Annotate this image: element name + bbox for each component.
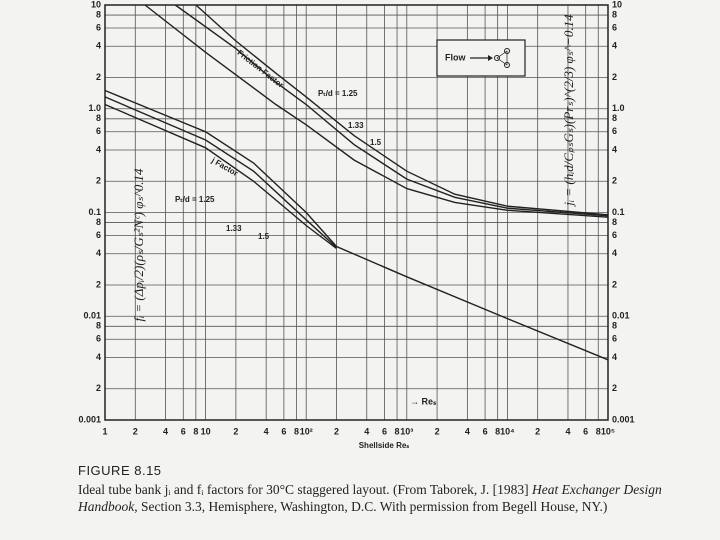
y-tick-label-right: 8 <box>612 321 617 331</box>
y-label-right: jᵢ = (hᵢd/CₚₛGₛ)(Prₛ)^(2/3) φₛ^−0.14 <box>561 14 576 208</box>
x-tick-label: 8 <box>495 426 500 436</box>
y-tick-label: 6 <box>96 230 101 240</box>
x-tick-label: 10 <box>201 426 211 436</box>
annotation: Friction Factor <box>235 48 285 90</box>
y-tick-label-right: 0.01 <box>612 311 630 321</box>
x-tick-label: 10⁵ <box>601 426 615 436</box>
x-tick-label: 2 <box>334 426 339 436</box>
x-tick-label: 6 <box>382 426 387 436</box>
y-tick-label: 0.1 <box>88 207 101 217</box>
curves <box>104 4 609 361</box>
x-tick-label: 8 <box>193 426 198 436</box>
curve <box>104 96 337 249</box>
y-tick-label-right: 2 <box>612 176 617 186</box>
y-tick-label: 2 <box>96 383 101 393</box>
flow-arrowhead <box>488 55 493 61</box>
y-tick-label-right: 4 <box>612 352 617 362</box>
y-tick-label-right: 8 <box>612 9 617 19</box>
y-tick-label: 8 <box>96 217 101 227</box>
flow-label: Flow <box>445 52 466 62</box>
x-tick-label: 10³ <box>400 426 413 436</box>
y-tick-label: 8 <box>96 9 101 19</box>
x-tick-label: 1 <box>102 426 107 436</box>
x-tick-label: 2 <box>133 426 138 436</box>
y-tick-label: 2 <box>96 72 101 82</box>
y-tick-label: 2 <box>96 176 101 186</box>
curve <box>104 103 337 250</box>
y-tick-label-right: 10 <box>612 0 622 9</box>
y-tick-label-right: 1.0 <box>612 103 625 113</box>
y-tick-label-right: 6 <box>612 334 617 344</box>
annotation: 1.33 <box>348 121 364 130</box>
y-tick-label: 2 <box>96 279 101 289</box>
y-label-left: fᵢ = (Δpᵢ/2)(ρₛ/Gₛ²Nᶜ) φₛ^0.14 <box>131 168 146 322</box>
y-tick-label-right: 2 <box>612 383 617 393</box>
figure-number: FIGURE 8.15 <box>78 463 162 478</box>
x-tick-label: 8 <box>395 426 400 436</box>
caption-title: Heat Exchanger Design Handbook <box>78 482 662 514</box>
x-tick-label: 4 <box>565 426 570 436</box>
annotation: 1.33 <box>226 224 242 233</box>
x-tick-label: 6 <box>483 426 488 436</box>
y-tick-label: 6 <box>96 126 101 136</box>
y-tick-label-right: 8 <box>612 113 617 123</box>
y-tick-label: 6 <box>96 22 101 32</box>
y-tick-label: 4 <box>96 352 101 362</box>
y-tick-label-right: 8 <box>612 217 617 227</box>
curve <box>104 89 609 361</box>
x-tick-label: 2 <box>435 426 440 436</box>
y-tick-label: 4 <box>96 144 101 154</box>
curve <box>144 4 609 218</box>
x-tick-label: 2 <box>535 426 540 436</box>
y-tick-label-right: 2 <box>612 72 617 82</box>
y-tick-label: 8 <box>96 113 101 123</box>
y-tick-label: 4 <box>96 248 101 258</box>
y-tick-label: 0.01 <box>83 311 101 321</box>
annotation: 1.5 <box>370 138 382 147</box>
caption-text: Ideal tube bank jᵢ and fᵢ factors for 30… <box>78 482 532 497</box>
x-tick-label: 4 <box>465 426 470 436</box>
x-tick-label: 4 <box>163 426 168 436</box>
y-tick-label-right: 6 <box>612 230 617 240</box>
caption: FIGURE 8.15 Ideal tube bank jᵢ and fᵢ fa… <box>78 462 698 515</box>
annotation: Pₜ/d = 1.25 <box>318 89 358 98</box>
y-tick-label-right: 4 <box>612 144 617 154</box>
y-tick-label-right: 0.1 <box>612 207 625 217</box>
x-tick-label: 10⁴ <box>500 426 514 436</box>
x-axis-label: Shellside Reₛ <box>359 441 410 450</box>
x-tick-label: 8 <box>596 426 601 436</box>
x-tick-label: 10² <box>300 426 313 436</box>
x-tick-label: 4 <box>264 426 269 436</box>
x-tick-label: 8 <box>294 426 299 436</box>
curve <box>174 4 609 217</box>
y-tick-label-right: 2 <box>612 279 617 289</box>
y-tick-label-right: 4 <box>612 248 617 258</box>
annotation: Pₜ/d = 1.25 <box>175 195 215 204</box>
y-tick-label: 0.001 <box>78 414 101 424</box>
y-tick-label-right: 0.001 <box>612 414 635 424</box>
y-tick-label: 10 <box>91 0 101 9</box>
x-tick-label: 6 <box>281 426 286 436</box>
y-tick-label: 4 <box>96 41 101 51</box>
y-tick-label-right: 6 <box>612 22 617 32</box>
x-tick-label: 6 <box>181 426 186 436</box>
x-arrow-label: → Reₛ <box>410 396 437 406</box>
x-tick-label: 4 <box>364 426 369 436</box>
plot-frame <box>104 4 609 421</box>
y-tick-label-right: 6 <box>612 126 617 136</box>
curve <box>195 4 609 216</box>
caption-text: , Section 3.3, Hemisphere, Washington, D… <box>134 499 608 514</box>
chart: Flow Friction Factor j Factor Pₜ/d = 1.2… <box>78 0 635 450</box>
y-tick-label: 1.0 <box>88 103 101 113</box>
annotation: 1.5 <box>258 232 270 241</box>
y-tick-label-right: 4 <box>612 41 617 51</box>
y-tick-label: 6 <box>96 334 101 344</box>
y-tick-label: 8 <box>96 321 101 331</box>
tube-triangle <box>496 50 508 66</box>
x-tick-label: 2 <box>233 426 238 436</box>
tube <box>494 55 500 61</box>
x-tick-label: 6 <box>583 426 588 436</box>
